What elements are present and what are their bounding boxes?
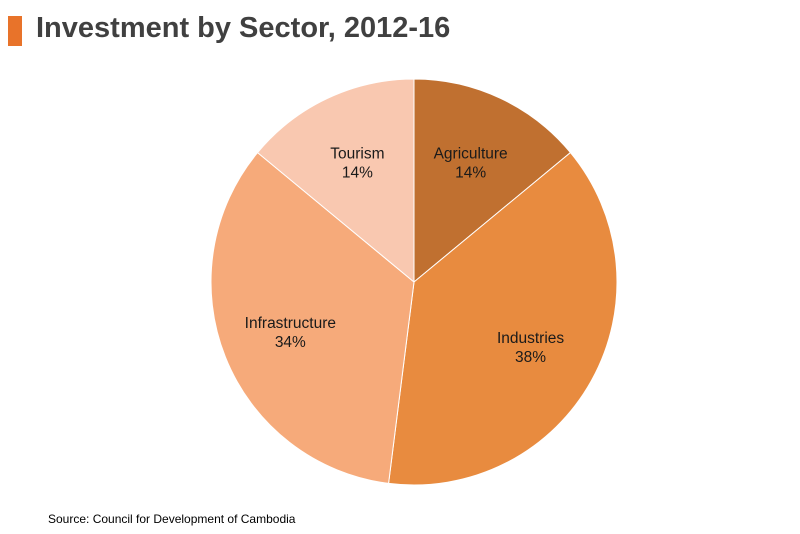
pie-slice-tourism bbox=[256, 78, 415, 284]
pie-slice-infrastructure bbox=[210, 151, 415, 484]
title-accent-bar bbox=[8, 16, 22, 46]
pie-slice-industries bbox=[387, 151, 618, 486]
slice-percent: 14% bbox=[455, 165, 486, 182]
slice-label-infrastructure: Infrastructure 34% bbox=[245, 315, 336, 351]
slice-percent: 14% bbox=[342, 165, 373, 182]
slice-name: Industries bbox=[497, 330, 564, 347]
chart-title: Investment by Sector, 2012-16 bbox=[36, 12, 451, 44]
slice-percent: 38% bbox=[515, 349, 546, 366]
slice-percent: 34% bbox=[275, 334, 306, 351]
source-note: Source: Council for Development of Cambo… bbox=[48, 512, 296, 526]
slice-name: Tourism bbox=[330, 146, 384, 163]
pie-slice-agriculture bbox=[413, 78, 572, 284]
slice-name: Infrastructure bbox=[245, 315, 336, 332]
slice-label-industries: Industries 38% bbox=[497, 330, 564, 366]
slice-label-agriculture: Agriculture 14% bbox=[434, 146, 508, 182]
slice-name: Agriculture bbox=[434, 146, 508, 163]
slice-label-tourism: Tourism 14% bbox=[330, 146, 384, 182]
